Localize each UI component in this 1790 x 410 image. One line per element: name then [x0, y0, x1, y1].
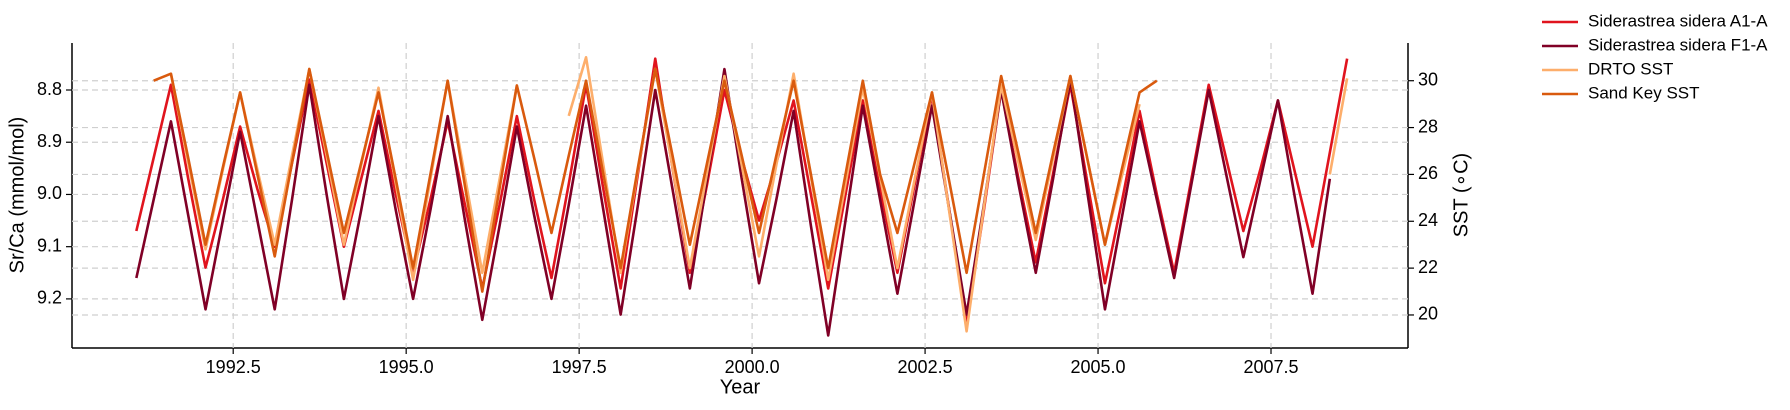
x-tick-label: 2000.0	[725, 357, 780, 377]
x-tick-label: 2005.0	[1071, 357, 1126, 377]
series-line	[135, 57, 1349, 327]
legend-label: Sand Key SST	[1588, 83, 1700, 102]
y-tick-label: 8.9	[37, 131, 62, 151]
y-tick-label: 8.8	[37, 79, 62, 99]
y2-axis-label: SST (∘C)	[1450, 153, 1472, 237]
x-tick-label: 1992.5	[206, 357, 261, 377]
y2-tick-label: 26	[1418, 163, 1438, 183]
x-axis-label: Year	[720, 376, 761, 398]
y2-tick-label: 22	[1418, 257, 1438, 277]
legend-label: Siderastrea sidera F1-A	[1588, 35, 1768, 54]
x-tick-label: 2002.5	[898, 357, 953, 377]
y2-tick-label: 30	[1418, 69, 1438, 89]
y-tick-label: 9.2	[37, 288, 62, 308]
y-axis-label: Sr/Ca (mmol/mol)	[6, 117, 28, 274]
y-tick-label: 9.1	[37, 235, 62, 255]
x-tick-label: 1995.0	[379, 357, 434, 377]
x-tick-label: 2007.5	[1243, 357, 1298, 377]
y2-tick-label: 28	[1418, 116, 1438, 136]
x-tick-label: 1997.5	[552, 357, 607, 377]
legend-label: Siderastrea sidera A1-A	[1588, 11, 1768, 30]
legend-label: DRTO SST	[1588, 59, 1673, 78]
y2-tick-label: 24	[1418, 210, 1438, 230]
series-line	[153, 67, 1158, 293]
y2-tick-label: 20	[1418, 304, 1438, 324]
y-tick-label: 9.0	[37, 183, 62, 203]
